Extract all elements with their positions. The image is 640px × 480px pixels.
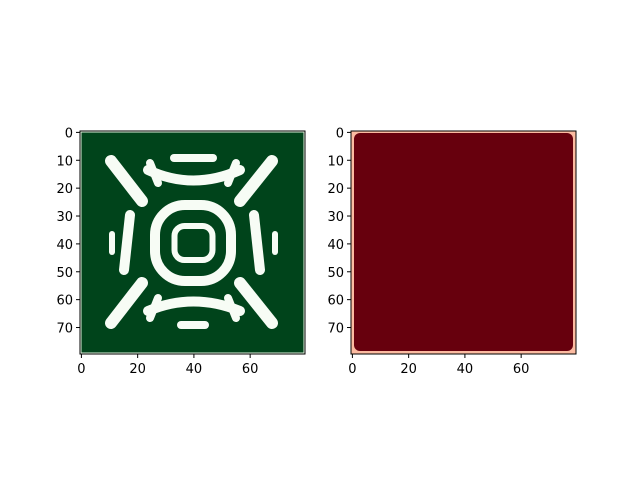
- left-y-tick-label: 0: [65, 126, 73, 141]
- right-y-tick-label: 10: [327, 154, 344, 169]
- heatmap-right-image: [351, 131, 576, 354]
- left-y-tick-label: 30: [56, 210, 73, 225]
- pattern-diagonal-top-left: [105, 155, 148, 207]
- pattern-right-band: [249, 210, 265, 275]
- left-y-tick-label: 70: [56, 322, 73, 337]
- left-y-tick-label: 60: [56, 294, 73, 309]
- heatmap-left-frame: [79, 130, 306, 355]
- pattern-top-right-tick: [224, 159, 240, 187]
- pattern-bottom-left-tick: [146, 294, 162, 322]
- right-y-tick-label: 50: [327, 266, 344, 281]
- heatmap-right: 0 20 40 60 0 10 20 30 40 50 60 70: [327, 126, 577, 377]
- pattern-diagonal-top-right: [234, 155, 278, 207]
- right-y-tick-label: 70: [327, 322, 344, 337]
- right-y-tick-label: 30: [327, 210, 344, 225]
- pattern-diagonal-bottom-right: [234, 277, 278, 329]
- right-x-tick-label: 0: [348, 362, 356, 377]
- pattern-left-band: [119, 210, 135, 275]
- heatmap-left-pattern: [105, 154, 278, 329]
- right-x-tick-label: 40: [457, 362, 474, 377]
- right-y-tick-label: 40: [327, 238, 344, 253]
- right-y-tick-label: 0: [336, 126, 344, 141]
- pattern-outer-ring: [150, 200, 236, 286]
- pattern-top-left-tick: [146, 159, 162, 187]
- pattern-inner-ring: [171, 223, 216, 263]
- heatmap-right-ticks: 0 20 40 60 0 10 20 30 40 50 60 70: [327, 126, 529, 377]
- pattern-bottom-right-tick: [224, 294, 240, 322]
- right-x-tick-label: 20: [400, 362, 417, 377]
- left-y-tick-label: 40: [56, 238, 73, 253]
- right-y-tick-label: 60: [327, 294, 344, 309]
- heatmap-right-background: [354, 133, 573, 351]
- left-x-tick-label: 20: [129, 362, 146, 377]
- pattern-diagonal-bottom-left: [105, 277, 148, 329]
- heatmap-right-frame: [350, 130, 577, 355]
- right-x-tick-label: 60: [513, 362, 530, 377]
- left-y-tick-label: 20: [56, 182, 73, 197]
- left-x-tick-label: 60: [242, 362, 259, 377]
- left-y-tick-label: 50: [56, 266, 73, 281]
- heatmap-left: 0 20 40 60 0 10 20 30 40 50 60 70: [56, 126, 306, 377]
- left-y-tick-label: 10: [56, 154, 73, 169]
- heatmap-left-ticks: 0 20 40 60 0 10 20 30 40 50 60 70: [56, 126, 258, 377]
- left-x-tick-label: 40: [186, 362, 203, 377]
- right-y-tick-label: 20: [327, 182, 344, 197]
- left-x-tick-label: 0: [77, 362, 85, 377]
- heatmap-left-image: [80, 131, 305, 354]
